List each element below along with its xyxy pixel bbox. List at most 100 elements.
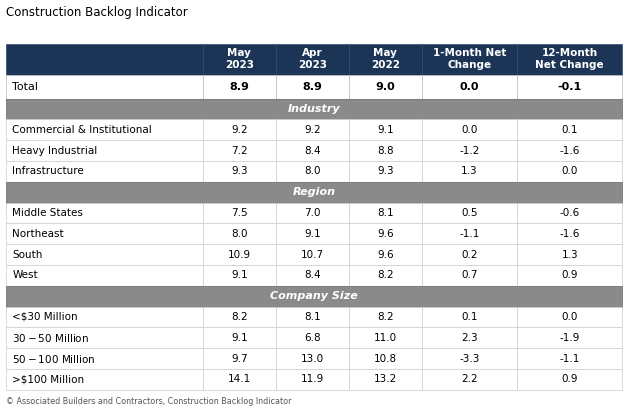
Text: Company Size: Company Size: [270, 291, 358, 301]
Text: 6.8: 6.8: [304, 333, 321, 343]
Text: $30-$50 Million: $30-$50 Million: [12, 332, 89, 344]
Bar: [276, 265, 349, 286]
Text: 1-Month Net
Change: 1-Month Net Change: [433, 49, 506, 70]
Bar: [422, 307, 517, 327]
Bar: [517, 369, 622, 390]
Text: $50-$100 Million: $50-$100 Million: [12, 353, 96, 364]
Bar: [422, 203, 517, 223]
Text: -1.1: -1.1: [459, 229, 480, 239]
Text: 9.1: 9.1: [304, 229, 321, 239]
Text: 9.2: 9.2: [304, 125, 321, 135]
Bar: [517, 348, 622, 369]
Text: 1.3: 1.3: [461, 166, 478, 176]
Bar: [517, 244, 622, 265]
Text: 10.7: 10.7: [301, 250, 324, 260]
Bar: [349, 244, 422, 265]
Text: 9.3: 9.3: [231, 166, 248, 176]
Text: Region: Region: [293, 187, 336, 197]
Text: 0.7: 0.7: [461, 270, 478, 280]
Text: 9.3: 9.3: [377, 166, 394, 176]
Text: 7.2: 7.2: [231, 146, 248, 156]
Text: 7.0: 7.0: [304, 208, 321, 218]
Text: Infrastructure: Infrastructure: [12, 166, 84, 176]
Bar: [517, 203, 622, 223]
Text: 9.2: 9.2: [231, 125, 248, 135]
Text: 0.0: 0.0: [562, 166, 578, 176]
Bar: [6, 44, 203, 75]
Bar: [6, 327, 203, 348]
Bar: [349, 161, 422, 182]
Bar: [422, 327, 517, 348]
Text: May
2023: May 2023: [225, 49, 254, 70]
Text: 1.3: 1.3: [562, 250, 578, 260]
Text: >$100 Million: >$100 Million: [12, 374, 85, 384]
Bar: [6, 307, 203, 327]
Text: Commercial & Institutional: Commercial & Institutional: [12, 125, 152, 135]
Bar: [203, 244, 276, 265]
Bar: [276, 348, 349, 369]
Text: 9.7: 9.7: [231, 354, 248, 364]
Bar: [517, 265, 622, 286]
Text: 8.8: 8.8: [377, 146, 394, 156]
Text: Total: Total: [12, 82, 39, 92]
Text: 7.5: 7.5: [231, 208, 248, 218]
Bar: [349, 44, 422, 75]
Text: 8.2: 8.2: [377, 270, 394, 280]
Text: 14.1: 14.1: [228, 374, 251, 384]
Bar: [6, 203, 203, 223]
Bar: [422, 244, 517, 265]
Text: 9.1: 9.1: [377, 125, 394, 135]
Bar: [349, 75, 422, 99]
Text: 0.0: 0.0: [562, 312, 578, 322]
Bar: [203, 75, 276, 99]
Bar: [276, 369, 349, 390]
Bar: [203, 223, 276, 244]
Bar: [349, 327, 422, 348]
Text: 8.9: 8.9: [230, 82, 249, 92]
Text: 12-Month
Net Change: 12-Month Net Change: [535, 49, 604, 70]
Text: 8.2: 8.2: [231, 312, 248, 322]
Bar: [276, 244, 349, 265]
Text: 8.9: 8.9: [303, 82, 322, 92]
Bar: [6, 75, 203, 99]
Bar: [349, 307, 422, 327]
Text: 0.0: 0.0: [461, 125, 478, 135]
Bar: [203, 44, 276, 75]
Bar: [349, 265, 422, 286]
Text: -1.9: -1.9: [560, 333, 580, 343]
Text: 8.0: 8.0: [304, 166, 321, 176]
Bar: [203, 119, 276, 140]
Text: 0.9: 0.9: [562, 374, 578, 384]
Bar: [6, 244, 203, 265]
Text: Heavy Industrial: Heavy Industrial: [12, 146, 98, 156]
Bar: [276, 327, 349, 348]
Text: 9.6: 9.6: [377, 250, 394, 260]
Bar: [349, 223, 422, 244]
Bar: [203, 161, 276, 182]
Bar: [203, 348, 276, 369]
Bar: [6, 286, 622, 307]
Bar: [517, 140, 622, 161]
Text: 2.3: 2.3: [461, 333, 478, 343]
Text: 11.9: 11.9: [301, 374, 324, 384]
Bar: [422, 140, 517, 161]
Text: 10.8: 10.8: [374, 354, 397, 364]
Text: <$30 Million: <$30 Million: [12, 312, 78, 322]
Text: -1.6: -1.6: [560, 229, 580, 239]
Text: 8.1: 8.1: [304, 312, 321, 322]
Bar: [6, 223, 203, 244]
Bar: [517, 75, 622, 99]
Text: © Associated Builders and Contractors, Construction Backlog Indicator: © Associated Builders and Contractors, C…: [6, 397, 292, 406]
Text: 13.0: 13.0: [301, 354, 324, 364]
Bar: [349, 140, 422, 161]
Bar: [203, 265, 276, 286]
Bar: [276, 75, 349, 99]
Text: Apr
2023: Apr 2023: [298, 49, 327, 70]
Text: 9.6: 9.6: [377, 229, 394, 239]
Bar: [349, 119, 422, 140]
Bar: [276, 307, 349, 327]
Text: 0.5: 0.5: [461, 208, 478, 218]
Bar: [6, 99, 622, 119]
Text: 8.0: 8.0: [231, 229, 248, 239]
Text: Middle States: Middle States: [12, 208, 84, 218]
